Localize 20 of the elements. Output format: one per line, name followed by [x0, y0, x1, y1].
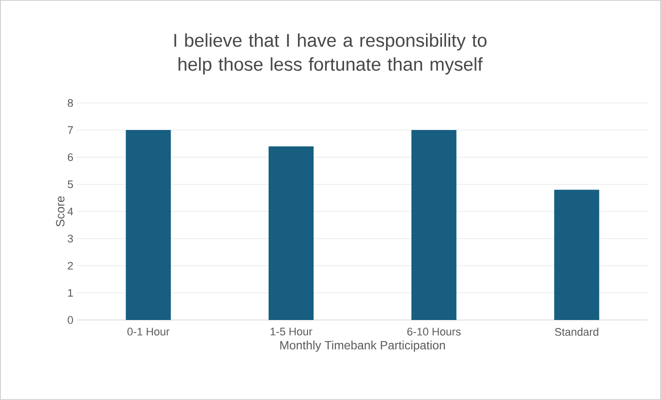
bar: [554, 190, 600, 320]
y-tick-label: 2: [68, 262, 73, 270]
x-tick-label: Standard: [554, 328, 598, 336]
y-tick-label: 6: [68, 153, 73, 162]
y-tick-label: 4: [68, 208, 74, 216]
bar: [126, 130, 171, 320]
y-tick-label: 8: [68, 99, 73, 107]
y-tick-label: 3: [68, 234, 73, 243]
chart-title: I believe that I have a responsibility to help those less fortunate than myself: [174, 33, 486, 75]
x-tick-label: 0-1 Hour: [127, 328, 170, 336]
y-axis-title: Score: [56, 196, 64, 227]
y-tick-label: 7: [68, 126, 73, 134]
y-tick-label: 1: [68, 289, 73, 297]
bar: [411, 130, 456, 320]
bar: [268, 146, 314, 320]
x-tick-label: 1-5 Hour: [270, 328, 312, 336]
x-tick-label: 6-10 Hours: [407, 328, 461, 336]
y-tick-label: 0: [68, 316, 73, 324]
y-tick-label: 5: [68, 180, 73, 188]
x-axis-title: Monthly Timebank Participation: [280, 340, 445, 352]
